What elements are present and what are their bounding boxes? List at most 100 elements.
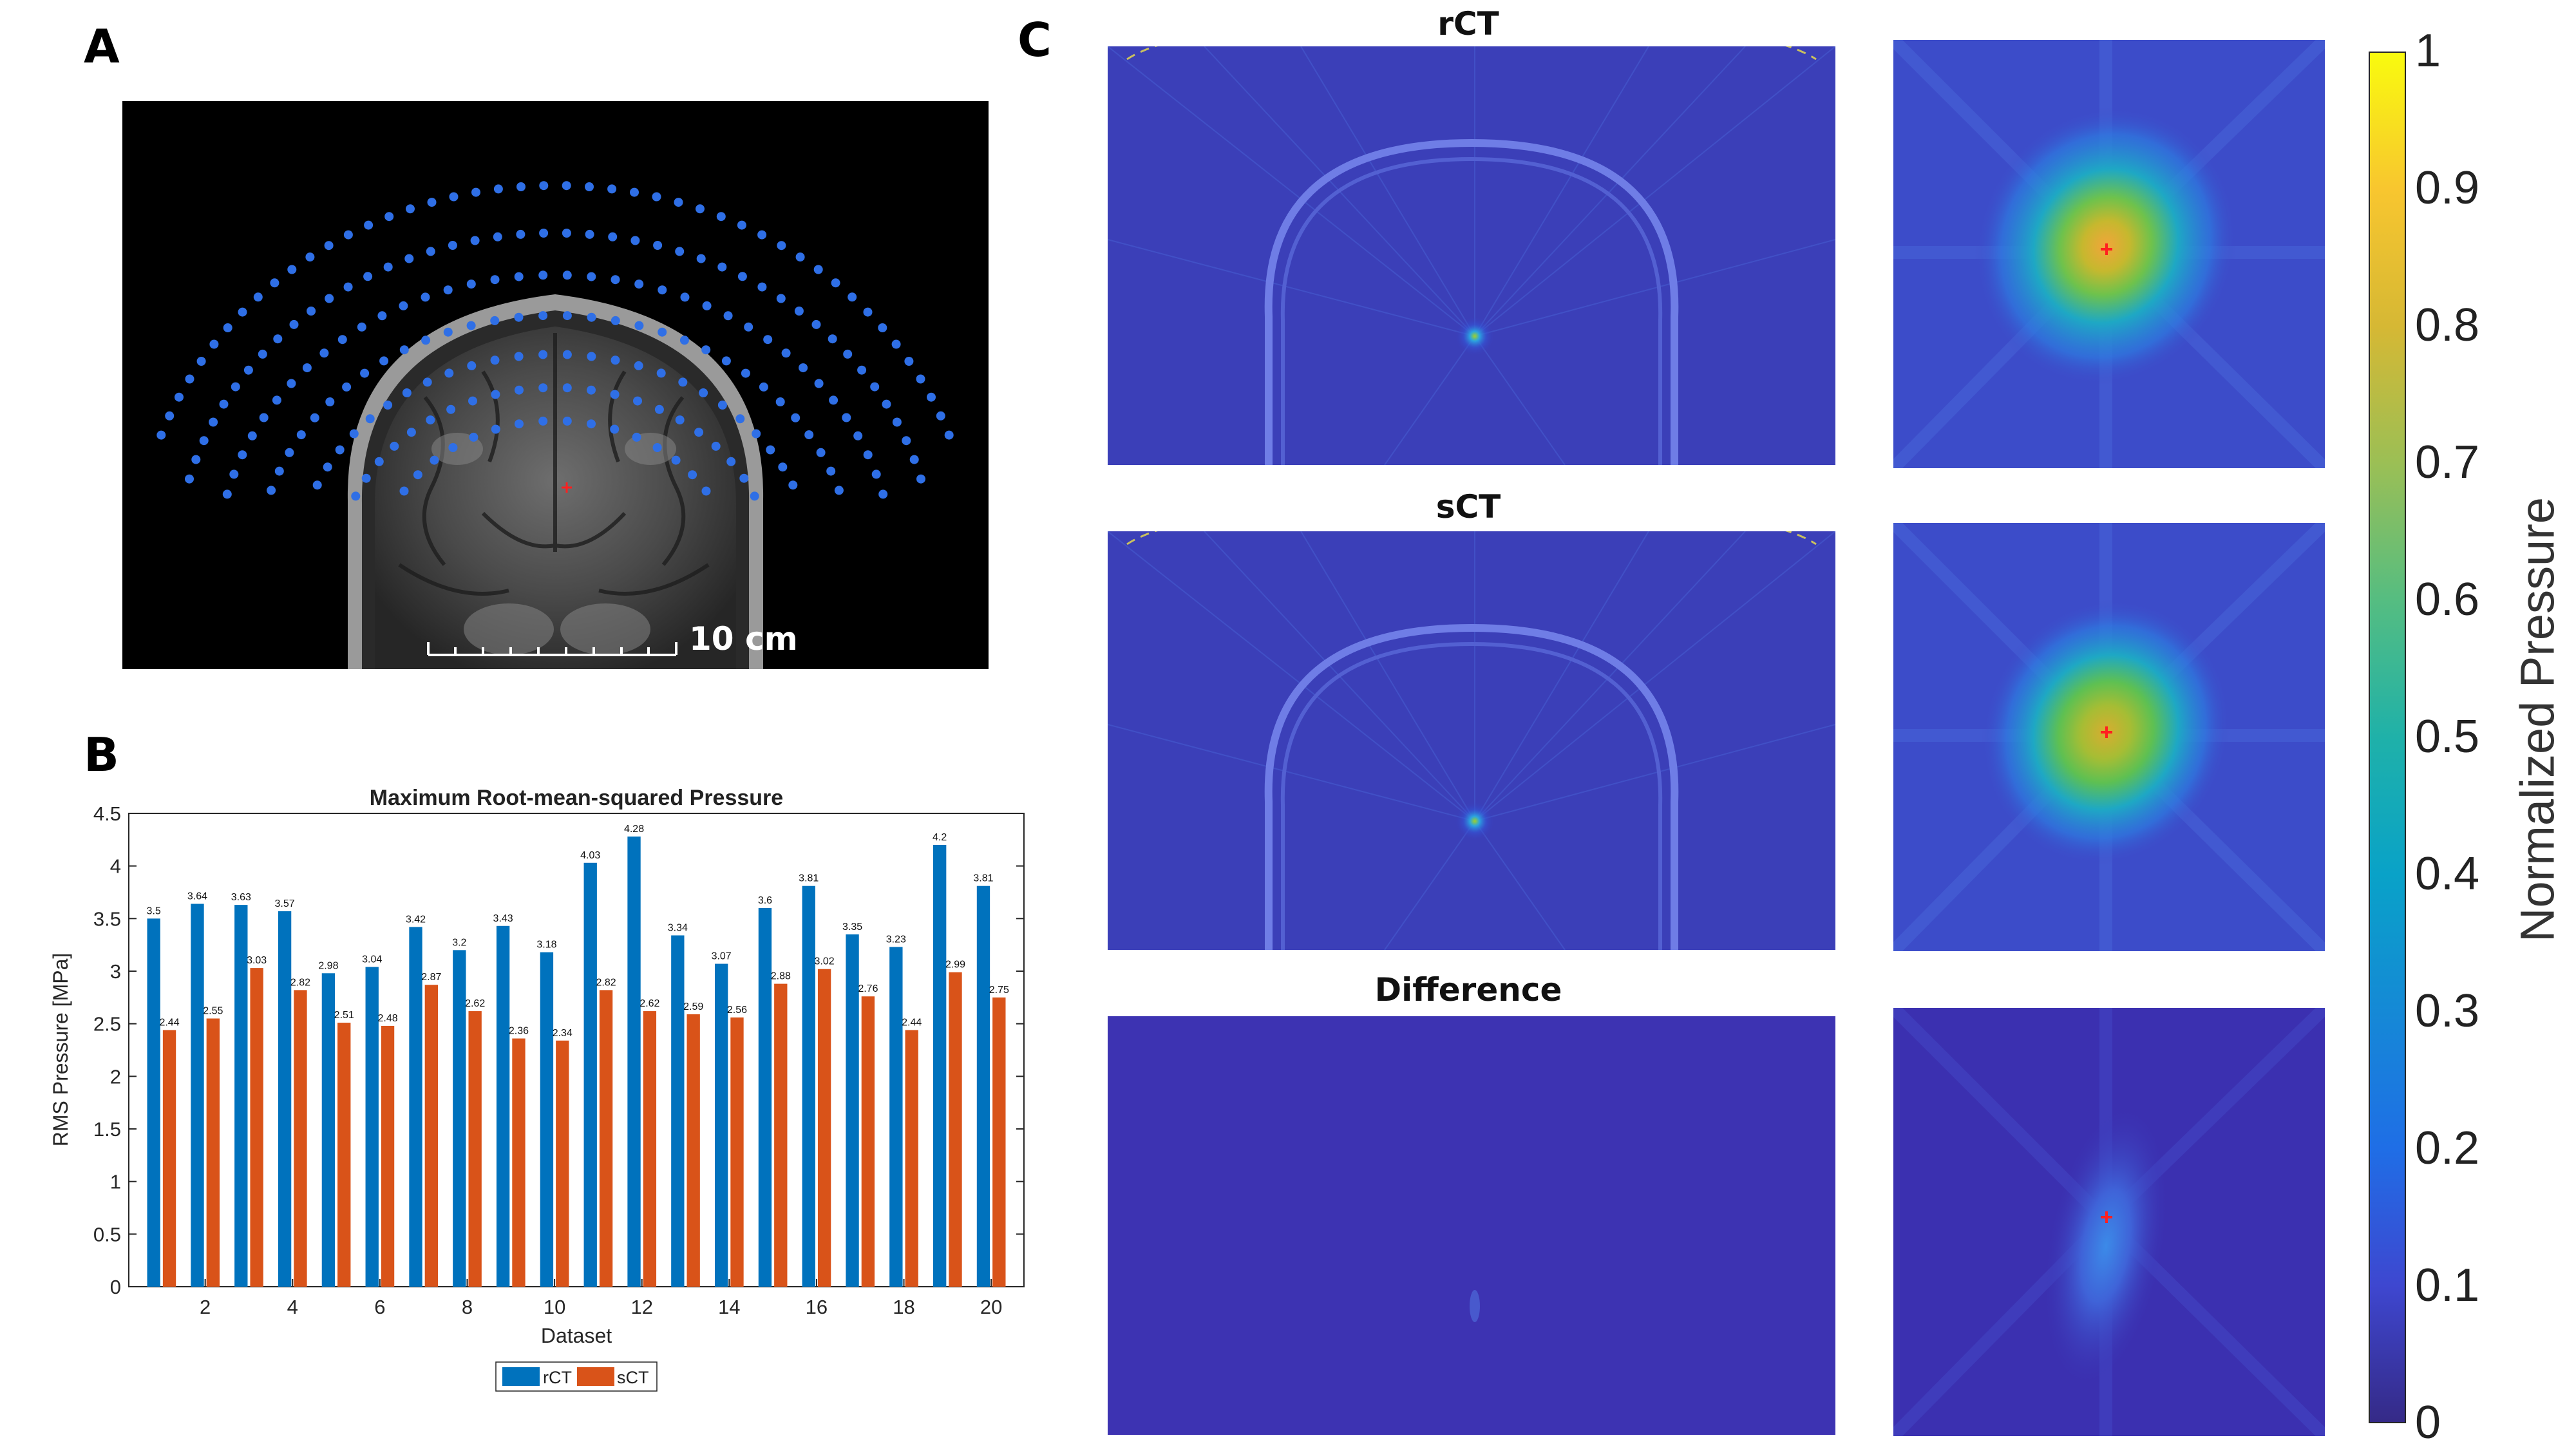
bar-value-label: 3.07: [712, 951, 732, 962]
x-tick-label: 18: [893, 1296, 914, 1318]
heatmap-title-rct: rCT: [1437, 5, 1499, 43]
transducer-elements: [156, 181, 954, 501]
bar-value-label: 3.34: [668, 922, 688, 933]
bar-sct-9: [512, 1038, 526, 1287]
y-axis: 0 0.5 1 1.5 2 2.5 3 3.5 4 4.5: [93, 802, 1024, 1298]
bar-sct-16: [817, 969, 831, 1287]
bar-rct-14: [714, 963, 728, 1287]
heatmap-rct-full: [1108, 46, 1835, 465]
bar-value-labels: 3.5 3.64 3.63 3.57 2.98 3.04 3.42 3.2 3.43 3.18 4.…: [147, 824, 1009, 1039]
plot-area: [128, 813, 1025, 1287]
y-tick-label: 4: [110, 855, 121, 878]
bar-sct-19: [949, 972, 962, 1287]
bar-rct-20: [976, 886, 990, 1287]
y-tick-label: 0.5: [93, 1223, 121, 1245]
x-axis: 2 4 6 8 10 12 14 16 18 20: [200, 1279, 1002, 1318]
bar-sct-10: [556, 1040, 569, 1287]
bar-value-label: 3.81: [799, 873, 819, 884]
bar-sct-15: [774, 983, 788, 1287]
mri-transducer-figure: 10 cm: [122, 101, 989, 669]
bar-value-label: 2.62: [465, 998, 485, 1009]
bar-rct-18: [889, 947, 903, 1287]
legend-label-sct: sCT: [617, 1368, 649, 1387]
bar-rct-2: [191, 904, 204, 1287]
bar-sct-17: [861, 996, 875, 1287]
bar-rct-9: [496, 925, 510, 1287]
colorbar-tick-label: 0.7: [2415, 437, 2480, 488]
bar-value-label: 4.03: [580, 850, 600, 861]
bar-value-label: 2.88: [771, 971, 791, 982]
bar-sct-3: [250, 968, 263, 1287]
bar-value-label: 3.35: [842, 922, 862, 933]
bar-value-label: 2.56: [727, 1005, 747, 1016]
x-tick-label: 20: [980, 1296, 1002, 1318]
bar-rct-19: [933, 845, 947, 1287]
y-tick-label: 1.5: [93, 1118, 121, 1141]
bar-value-label: 2.34: [553, 1028, 573, 1039]
colorbar-tick-label: 0.9: [2415, 162, 2480, 214]
panel-label-c: C: [1018, 13, 1052, 67]
bar-rct-1: [147, 918, 160, 1287]
bar-value-label: 3.63: [231, 892, 251, 903]
y-tick-label: 2.5: [93, 1013, 121, 1036]
y-tick-label: 3: [110, 960, 121, 983]
bar-sct-6: [381, 1025, 395, 1287]
colorbar-tick-label: 0.6: [2415, 574, 2480, 625]
target-marker-icon: [2101, 243, 2112, 255]
bar-value-label: 3.42: [406, 914, 426, 925]
bar-rct-5: [321, 973, 336, 1287]
bar-value-label: 2.99: [945, 960, 965, 971]
bar-value-label: 3.03: [247, 955, 267, 966]
colorbar-tick-label: 1: [2415, 25, 2441, 77]
bar-value-label: 2.62: [639, 998, 659, 1009]
bar-rct-8: [453, 950, 466, 1287]
bar-sct-7: [424, 985, 439, 1287]
bar-value-label: 3.5: [147, 905, 161, 916]
bar-rct-6: [365, 967, 379, 1287]
x-tick-label: 12: [630, 1296, 652, 1318]
heatmap-title-difference: Difference: [1374, 971, 1562, 1009]
bar-sct-12: [643, 1011, 657, 1287]
scale-bar-label: 10 cm: [689, 620, 798, 658]
bar-sct-11: [599, 990, 613, 1287]
bar-value-label: 3.81: [973, 873, 993, 884]
bar-value-label: 2.75: [989, 985, 1009, 996]
bar-value-label: 3.2: [452, 937, 466, 948]
colorbar-tick-label: 0.2: [2415, 1122, 2480, 1174]
bar-value-label: 2.76: [858, 983, 878, 994]
bar-rct-11: [583, 862, 597, 1287]
bar-value-label: 3.04: [362, 954, 382, 965]
colorbar: [2369, 52, 2406, 1423]
x-axis-label: Dataset: [541, 1324, 612, 1347]
colorbar-tick-label: 0.3: [2415, 985, 2480, 1037]
bar-value-label: 3.23: [886, 934, 906, 945]
bar-value-label: 4.28: [624, 824, 644, 835]
bar-value-label: 2.44: [159, 1017, 179, 1028]
legend-label-rct: rCT: [543, 1368, 572, 1387]
legend: rCT sCT: [495, 1361, 658, 1392]
bar-value-label: 2.44: [902, 1017, 922, 1028]
target-marker-icon: [2101, 1211, 2112, 1223]
x-tick-label: 10: [544, 1296, 565, 1318]
bar-rct-16: [802, 886, 815, 1287]
bar-value-label: 3.18: [536, 940, 556, 951]
bar-sct-8: [468, 1011, 482, 1287]
heatmap-difference-full: [1108, 1016, 1835, 1435]
bar-sct-2: [206, 1018, 220, 1287]
bar-value-label: 3.6: [758, 895, 772, 906]
x-tick-label: 8: [462, 1296, 473, 1318]
bar-value-label: 2.55: [203, 1006, 223, 1017]
bar-value-label: 2.48: [377, 1013, 397, 1024]
bar-value-label: 2.59: [683, 1001, 703, 1012]
bar-value-label: 2.51: [334, 1010, 354, 1021]
y-tick-label: 4.5: [93, 802, 121, 825]
colorbar-tick-label: 0.4: [2415, 848, 2480, 900]
target-marker-icon: [562, 482, 572, 493]
scale-bar: [427, 642, 677, 656]
x-tick-label: 16: [806, 1296, 828, 1318]
bar-sct-4: [294, 990, 307, 1287]
colorbar-tick-label: 0.8: [2415, 299, 2480, 351]
bar-value-label: 2.82: [596, 977, 616, 988]
chart-title: Maximum Root-mean-squared Pressure: [370, 786, 783, 810]
bar-sct-14: [730, 1017, 744, 1287]
